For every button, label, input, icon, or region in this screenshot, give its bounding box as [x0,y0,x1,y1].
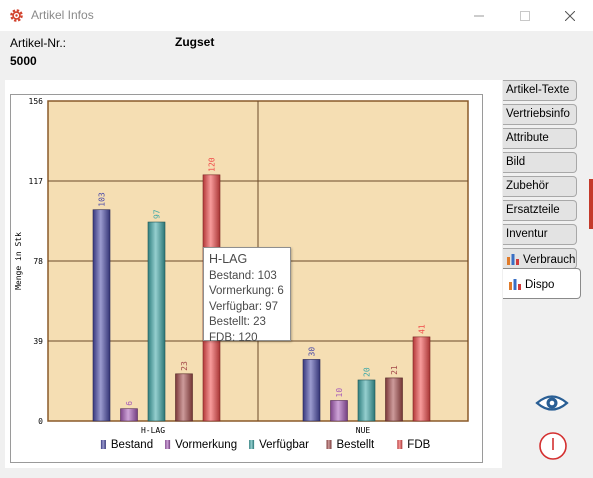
maximize-icon [520,10,530,21]
bar-chart-icon [507,254,519,265]
data-label: 97 [153,209,162,219]
bar-bestellt [385,377,403,422]
data-label: 20 [363,367,372,377]
legend-swatch [397,440,403,449]
article-name: Zugset [175,35,215,49]
tab-zubehoer[interactable]: Zubehör [503,176,577,197]
window-edge-accent [589,179,593,229]
close-button[interactable] [547,0,593,31]
chart-tooltip: H-LAG Bestand: 103 Vormerkung: 6 Verfügb… [203,247,291,344]
tab-label: Bild [506,156,526,168]
bar-bestellt [175,373,193,422]
tab-label: Zubehör [506,180,549,192]
legend-entry: Bestellt [337,439,376,451]
data-label: 10 [335,388,344,398]
power-icon[interactable] [538,431,568,461]
tooltip-line: Bestand: 103 [209,269,277,282]
legend-swatch [326,440,332,449]
tab-label: Ersatzteile [506,204,560,216]
legend-entry: Bestand [111,439,153,451]
data-label: 103 [98,192,107,207]
window-content: Artikel-Nr.: Zugset 5000 0 39 78 117 156 Meng… [0,31,593,478]
legend-entry: Vormerkung [175,439,237,451]
tooltip-line: Vormerkung: 6 [209,285,284,298]
tab-label: Inventur [506,228,548,240]
bar-bestand [92,209,111,422]
y-tick-label: 156 [29,97,44,106]
bar-verfügbar [147,221,166,422]
tab-artikel-texte[interactable]: Artikel-Texte [503,80,577,101]
x-tick-label: H-LAG [141,426,165,435]
data-label: 6 [125,401,134,406]
bar-verfügbar [357,379,376,422]
artikel-nr-value: 5000 [10,54,37,68]
legend-swatch [165,440,171,449]
tab-label: Dispo [525,279,555,291]
tab-attribute[interactable]: Attribute [503,128,577,149]
y-tick-label: 117 [29,177,44,186]
y-tick-label: 78 [33,257,43,266]
y-tick-label: 39 [33,337,43,346]
gear-icon [10,9,23,22]
tooltip-line: Bestellt: 23 [209,316,266,329]
close-icon [565,10,575,21]
minimize-icon [474,15,484,16]
bar-vormerkung [330,400,348,422]
tab-dispo[interactable]: Dispo [503,268,581,299]
tooltip-line: Verfügbar: 97 [209,300,279,313]
tab-bild[interactable]: Bild [503,152,577,173]
legend-entry: Verfügbar [259,439,309,451]
data-label: 41 [418,324,427,334]
legend-swatch [100,440,106,449]
tab-vertriebsinfo[interactable]: Vertriebsinfo [503,104,577,125]
tab-label: Artikel-Texte [506,84,570,96]
artikel-nr-label: Artikel-Nr.: [10,36,67,50]
y-tick-label: 0 [38,417,43,426]
data-label: 21 [390,365,399,375]
window-title: Artikel Infos [31,8,94,22]
bar-bestand [302,359,321,422]
bar-chart-icon [509,279,521,290]
tab-inventur[interactable]: Inventur [503,224,577,245]
tab-label: Verbrauch [523,254,576,266]
title-bar: Artikel Infos [0,0,593,31]
tab-label: Attribute [506,132,549,144]
legend-swatch [249,440,255,449]
x-tick-label: NUE [356,426,371,435]
data-label: 23 [180,361,189,371]
dispo-panel: 0 39 78 117 156 Menge in Stk 103 6 97 23 120 H-LAG 3… [5,80,502,468]
tab-ersatzteile[interactable]: Ersatzteile [503,200,577,221]
tooltip-title: H-LAG [209,252,248,266]
legend-entry: FDB [407,439,430,451]
bar-vormerkung [120,408,138,422]
tab-verbrauch[interactable]: Verbrauch [503,248,577,269]
minimize-button[interactable] [456,0,502,31]
eye-icon[interactable] [535,390,569,416]
tab-label: Vertriebsinfo [506,108,570,120]
maximize-button[interactable] [502,0,548,31]
data-label: 120 [208,157,217,172]
data-label: 30 [308,347,317,357]
bar-fdb [412,336,431,422]
tooltip-line: FDB: 120 [209,331,258,344]
y-axis-label: Menge in Stk [14,232,23,290]
